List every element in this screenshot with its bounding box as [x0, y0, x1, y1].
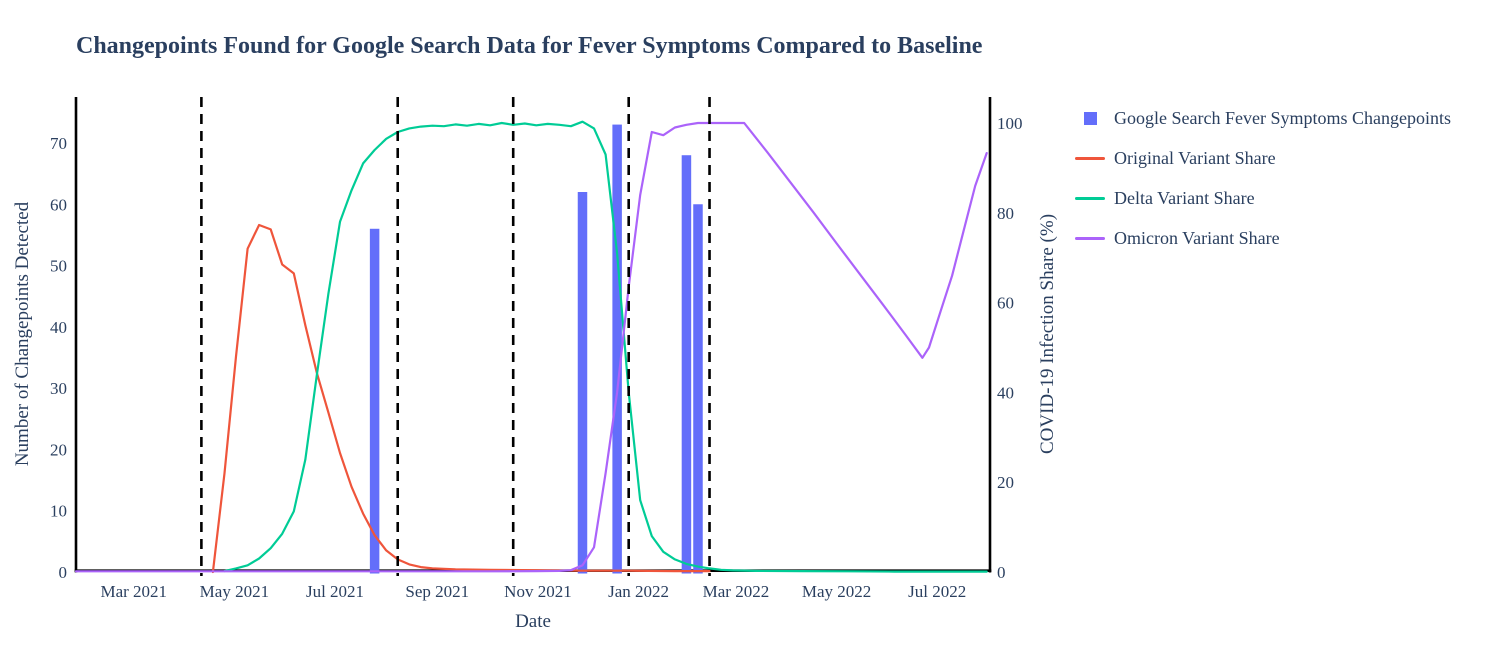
changepoint-bar	[693, 204, 703, 574]
legend-label: Omicron Variant Share	[1114, 227, 1280, 248]
legend-item[interactable]: Original Variant Share	[1075, 138, 1451, 178]
legend-line-swatch-icon	[1075, 236, 1105, 240]
changepoint-bar	[369, 228, 380, 574]
legend-square-swatch-icon	[1075, 111, 1105, 125]
y-left-tick-label: 10	[50, 502, 67, 521]
y-left-tick-label: 30	[50, 379, 67, 398]
legend-swatch-mark	[1075, 196, 1105, 200]
legend-label: Original Variant Share	[1114, 147, 1276, 168]
x-tick-label: Jul 2022	[908, 582, 966, 601]
x-tick-label: Nov 2021	[504, 582, 572, 601]
x-tick-label: May 2022	[802, 582, 871, 601]
plot-area: Mar 2021 May 2021 Jul 2021 Sep 2021 Nov 2021…	[50, 97, 1023, 601]
changepoint-bar	[681, 155, 692, 574]
legend-swatch-mark	[1083, 111, 1097, 125]
legend-line-swatch-icon	[1075, 156, 1105, 160]
legend-item[interactable]: Google Search Fever Symptoms Changepoint…	[1075, 98, 1451, 138]
chart-title: Changepoints Found for Google Search Dat…	[76, 33, 983, 59]
legend: Google Search Fever Symptoms Changepoint…	[1075, 98, 1451, 258]
x-axis-title: Date	[515, 611, 551, 632]
changepoint-bar	[612, 124, 622, 574]
x-tick-label: Jul 2021	[306, 582, 364, 601]
y-right-tick-label: 40	[997, 383, 1014, 402]
legend-swatch-mark	[1075, 156, 1105, 160]
y-left-tick-label: 20	[50, 440, 67, 459]
x-tick-label: Mar 2022	[703, 582, 770, 601]
y-left-tick-label: 0	[59, 563, 68, 582]
y-right-tick-label: 100	[997, 114, 1023, 133]
legend-label: Google Search Fever Symptoms Changepoint…	[1114, 107, 1451, 128]
y-right-tick-label: 20	[997, 473, 1014, 492]
y-right-tick-label: 60	[997, 294, 1014, 313]
legend-line-swatch-icon	[1075, 196, 1105, 200]
y-right-tick-label: 80	[997, 204, 1014, 223]
legend-swatch-mark	[1075, 236, 1105, 240]
x-tick-label: Sep 2021	[405, 582, 469, 601]
y-left-tick-label: 70	[50, 134, 67, 153]
changepoint-bar	[577, 192, 588, 574]
series-line-delta	[223, 120, 988, 573]
y-left-tick-label: 50	[50, 257, 67, 276]
x-tick-label: May 2021	[200, 582, 269, 601]
legend-item[interactable]: Delta Variant Share	[1075, 178, 1451, 218]
y-right-axis-title: COVID-19 Infection Share (%)	[1037, 213, 1058, 455]
series-line-omicron	[74, 121, 988, 573]
x-tick-label: Mar 2021	[100, 582, 167, 601]
y-right-tick-label: 0	[997, 563, 1006, 582]
legend-item[interactable]: Omicron Variant Share	[1075, 218, 1451, 258]
y-left-axis-title: Number of Changepoints Detected	[12, 201, 33, 467]
legend-label: Delta Variant Share	[1114, 187, 1255, 208]
y-left-tick-label: 60	[50, 195, 67, 214]
x-tick-label: Jan 2022	[608, 582, 669, 601]
y-left-tick-label: 40	[50, 318, 67, 337]
series-line-original	[211, 223, 711, 574]
